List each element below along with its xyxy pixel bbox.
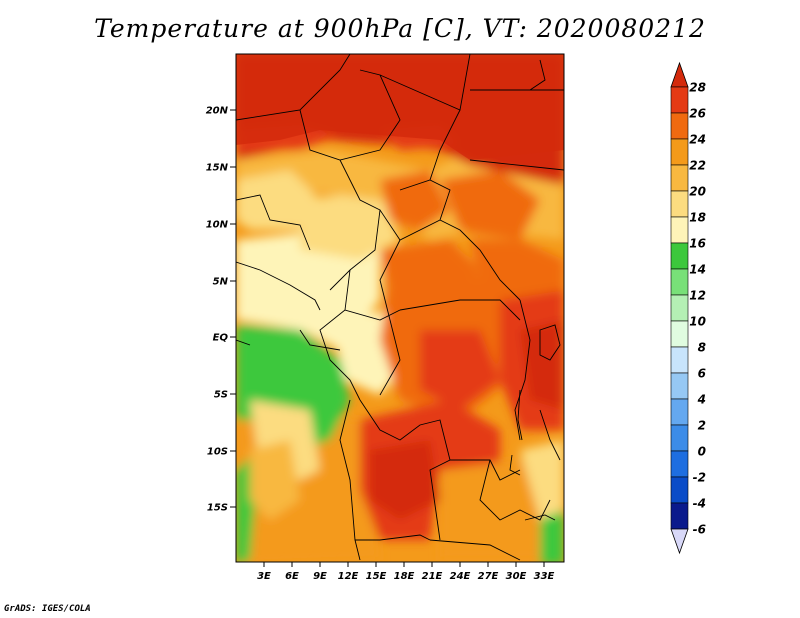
lon-label: 30E xyxy=(506,571,527,582)
colorbar-segment xyxy=(670,216,689,244)
colorbar-label: 10 xyxy=(689,315,706,329)
lat-label: 10N xyxy=(206,220,229,231)
lat-label: 15S xyxy=(207,503,228,514)
colorbar-label: 16 xyxy=(689,237,706,251)
lat-label: 20N xyxy=(206,106,229,117)
country-borders xyxy=(236,54,564,561)
colorbar-segment xyxy=(670,164,689,192)
colorbar-segment xyxy=(670,294,689,322)
lon-label: 21E xyxy=(422,571,443,582)
map-frame xyxy=(235,53,565,563)
grads-credit: GrADS: IGES/COLA xyxy=(4,604,91,614)
colorbar-top-arrow xyxy=(670,61,689,88)
colorbar-label: -6 xyxy=(693,523,706,537)
lon-label: 24E xyxy=(450,571,471,582)
lat-label: 10S xyxy=(207,447,228,458)
lon-label: 6E xyxy=(285,571,299,582)
colorbar-segment xyxy=(670,502,689,530)
colorbar-bottom-arrow xyxy=(670,528,689,555)
lat-label: EQ xyxy=(213,333,229,344)
lon-label: 18E xyxy=(394,571,415,582)
colorbar-label: 18 xyxy=(689,211,706,225)
lon-label: 9E xyxy=(313,571,327,582)
colorbar-segment xyxy=(670,476,689,504)
colorbar-segment xyxy=(670,450,689,478)
colorbar-segment xyxy=(670,242,689,270)
colorbar-label: 28 xyxy=(689,81,706,95)
colorbar-label: -2 xyxy=(693,471,706,485)
lon-label: 33E xyxy=(534,571,555,582)
colorbar-segment xyxy=(670,86,689,114)
colorbar-segment xyxy=(670,346,689,374)
lon-label: 12E xyxy=(338,571,359,582)
colorbar-label: 26 xyxy=(689,107,706,121)
map-title: Temperature at 900hPa [C], VT: 202008021… xyxy=(94,14,706,43)
colorbar-label: 4 xyxy=(697,393,706,407)
lon-label: 27E xyxy=(478,571,499,582)
colorbar-label: 12 xyxy=(689,289,706,303)
lon-label: 3E xyxy=(257,571,271,582)
colorbar-segment xyxy=(670,398,689,426)
latitude-axis: 20N 15N 10N 5N EQ 5S 10S 15S xyxy=(206,106,236,514)
colorbar-label: -4 xyxy=(693,497,706,511)
colorbar-label: 8 xyxy=(698,341,706,355)
colorbar-label: 2 xyxy=(698,419,706,433)
colorbar-segment xyxy=(670,268,689,296)
lat-label: 15N xyxy=(206,163,229,174)
colorbar-label: 14 xyxy=(689,263,706,277)
colorbar-segment xyxy=(670,112,689,140)
longitude-axis: 3E 6E 9E 12E 15E 18E 21E 24E 27E 30E 33E xyxy=(257,562,555,582)
lat-label: 5S xyxy=(214,390,228,401)
colorbar-label: 20 xyxy=(689,185,706,199)
colorbar-segment xyxy=(670,320,689,348)
temperature-field xyxy=(236,54,564,562)
colorbar-segment xyxy=(670,190,689,218)
lat-label: 5N xyxy=(213,277,229,288)
colorbar-label: 24 xyxy=(689,133,706,147)
colorbar-label: 6 xyxy=(698,367,706,381)
colorbar-segment xyxy=(670,372,689,400)
colorbar-label: 0 xyxy=(698,445,706,459)
colorbar-label: 22 xyxy=(689,159,706,173)
colorbar-segment xyxy=(670,138,689,166)
lon-label: 15E xyxy=(366,571,387,582)
colorbar-segment xyxy=(670,424,689,452)
